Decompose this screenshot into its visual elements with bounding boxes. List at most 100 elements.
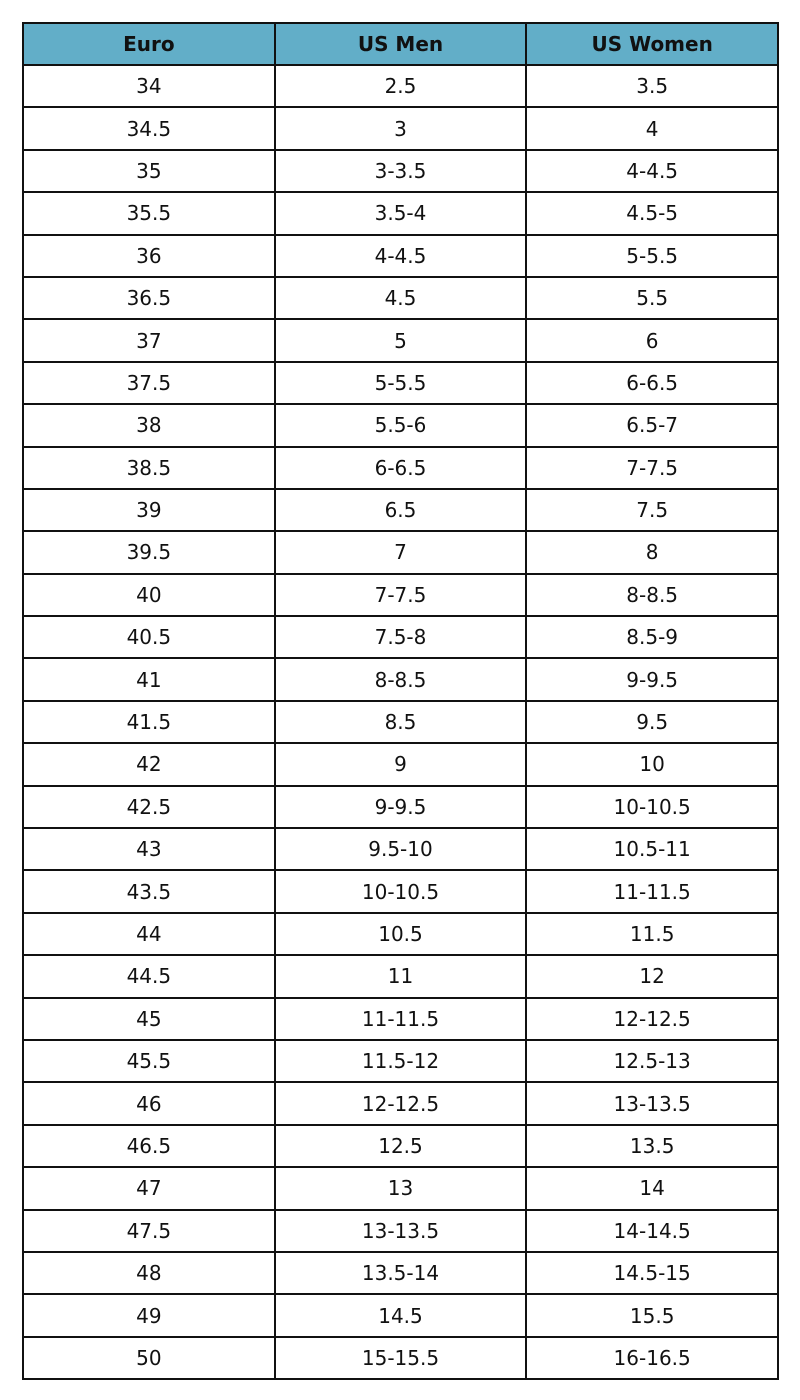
table-row: 40 7-7.5 8-8.5	[22, 572, 779, 618]
cell-euro: 34	[22, 63, 276, 109]
cell-us-women: 6-6.5	[525, 360, 779, 406]
cell-euro: 46.5	[22, 1123, 276, 1169]
cell-us-men: 9.5-10	[273, 827, 528, 872]
cell-euro: 50	[22, 1335, 276, 1381]
cell-us-women: 14-14.5	[525, 1208, 779, 1253]
table-row: 46.5 12.5 13.5	[22, 1123, 779, 1169]
size-conversion-table: Euro US Men US Women 34 2.5 3.5 34.5 3 4 35 3-3…	[22, 22, 779, 1381]
cell-us-men: 3	[273, 106, 528, 151]
table-row: 34 2.5 3.5	[22, 63, 779, 109]
cell-us-women: 14	[525, 1166, 779, 1211]
table-row: 39.5 7 8	[22, 530, 779, 575]
cell-us-women: 12.5-13	[525, 1038, 779, 1084]
cell-euro: 38.5	[22, 445, 276, 490]
cell-euro: 35	[22, 148, 276, 194]
cell-us-men: 2.5	[273, 63, 528, 109]
cell-us-women: 10	[525, 742, 779, 787]
cell-us-men: 15-15.5	[273, 1335, 528, 1381]
cell-us-men: 6.5	[273, 487, 528, 533]
table-row: 50 15-15.5 16-16.5	[22, 1335, 779, 1381]
cell-us-men: 13	[273, 1166, 528, 1211]
cell-us-men: 10-10.5	[273, 869, 528, 914]
table-row: 36 4-4.5 5-5.5	[22, 233, 779, 278]
table-row: 46 12-12.5 13-13.5	[22, 1081, 779, 1126]
table-row: 43.5 10-10.5 11-11.5	[22, 869, 779, 914]
cell-euro: 48	[22, 1250, 276, 1296]
cell-us-women: 7.5	[525, 487, 779, 533]
table-row: 40.5 7.5-8 8.5-9	[22, 615, 779, 660]
table-row: 34.5 3 4	[22, 106, 779, 151]
cell-euro: 42	[22, 742, 276, 787]
cell-us-men: 3-3.5	[273, 148, 528, 194]
cell-us-men: 5-5.5	[273, 360, 528, 406]
cell-euro: 37.5	[22, 360, 276, 406]
cell-us-women: 8-8.5	[525, 572, 779, 618]
cell-euro: 40	[22, 572, 276, 618]
cell-us-women: 4.5-5	[525, 191, 779, 236]
cell-us-women: 5-5.5	[525, 233, 779, 278]
table-body: 34 2.5 3.5 34.5 3 4 35 3-3.5 4-4.5 35.5 3.5-4 4.5-5…	[22, 63, 779, 1381]
table-row: 38 5.5-6 6.5-7	[22, 403, 779, 448]
cell-us-men: 11.5-12	[273, 1038, 528, 1084]
cell-us-men: 13.5-14	[273, 1250, 528, 1296]
cell-us-men: 9-9.5	[273, 784, 528, 830]
cell-euro: 44.5	[22, 954, 276, 999]
cell-us-women: 6	[525, 318, 779, 363]
cell-us-men: 4.5	[273, 275, 528, 321]
table-row: 36.5 4.5 5.5	[22, 275, 779, 321]
cell-us-women: 16-16.5	[525, 1335, 779, 1381]
cell-us-women: 5.5	[525, 275, 779, 321]
cell-us-women: 13-13.5	[525, 1081, 779, 1126]
cell-us-women: 7-7.5	[525, 445, 779, 490]
cell-euro: 45.5	[22, 1038, 276, 1084]
cell-euro: 36	[22, 233, 276, 278]
table-row: 44 10.5 11.5	[22, 911, 779, 957]
cell-euro: 39	[22, 487, 276, 533]
cell-euro: 44	[22, 911, 276, 957]
table-row: 42 9 10	[22, 742, 779, 787]
cell-us-men: 7-7.5	[273, 572, 528, 618]
cell-us-women: 9.5	[525, 699, 779, 745]
cell-us-men: 5	[273, 318, 528, 363]
cell-us-women: 8	[525, 530, 779, 575]
cell-us-women: 11-11.5	[525, 869, 779, 914]
cell-us-men: 3.5-4	[273, 191, 528, 236]
cell-us-women: 3.5	[525, 63, 779, 109]
cell-us-women: 4	[525, 106, 779, 151]
header-euro: Euro	[22, 22, 276, 66]
cell-euro: 34.5	[22, 106, 276, 151]
cell-us-women: 10-10.5	[525, 784, 779, 830]
cell-us-men: 7.5-8	[273, 615, 528, 660]
cell-euro: 41	[22, 657, 276, 702]
cell-us-men: 12-12.5	[273, 1081, 528, 1126]
cell-us-men: 4-4.5	[273, 233, 528, 278]
table-row: 44.5 11 12	[22, 954, 779, 999]
cell-us-men: 8-8.5	[273, 657, 528, 702]
table-row: 43 9.5-10 10.5-11	[22, 827, 779, 872]
table-row: 45.5 11.5-12 12.5-13	[22, 1038, 779, 1084]
cell-euro: 38	[22, 403, 276, 448]
cell-us-men: 5.5-6	[273, 403, 528, 448]
header-us-women: US Women	[525, 22, 779, 66]
cell-us-women: 11.5	[525, 911, 779, 957]
cell-euro: 43	[22, 827, 276, 872]
cell-euro: 45	[22, 996, 276, 1041]
cell-us-men: 10.5	[273, 911, 528, 957]
cell-us-women: 9-9.5	[525, 657, 779, 702]
cell-us-men: 11-11.5	[273, 996, 528, 1041]
table-row: 47 13 14	[22, 1166, 779, 1211]
table-row: 37 5 6	[22, 318, 779, 363]
cell-us-women: 8.5-9	[525, 615, 779, 660]
cell-us-men: 7	[273, 530, 528, 575]
cell-us-women: 15.5	[525, 1293, 779, 1338]
cell-us-women: 14.5-15	[525, 1250, 779, 1296]
table-row: 45 11-11.5 12-12.5	[22, 996, 779, 1041]
cell-us-men: 6-6.5	[273, 445, 528, 490]
header-us-men: US Men	[273, 22, 528, 66]
table-row: 35.5 3.5-4 4.5-5	[22, 191, 779, 236]
cell-euro: 46	[22, 1081, 276, 1126]
cell-euro: 43.5	[22, 869, 276, 914]
cell-us-men: 13-13.5	[273, 1208, 528, 1253]
cell-us-men: 9	[273, 742, 528, 787]
cell-us-men: 12.5	[273, 1123, 528, 1169]
